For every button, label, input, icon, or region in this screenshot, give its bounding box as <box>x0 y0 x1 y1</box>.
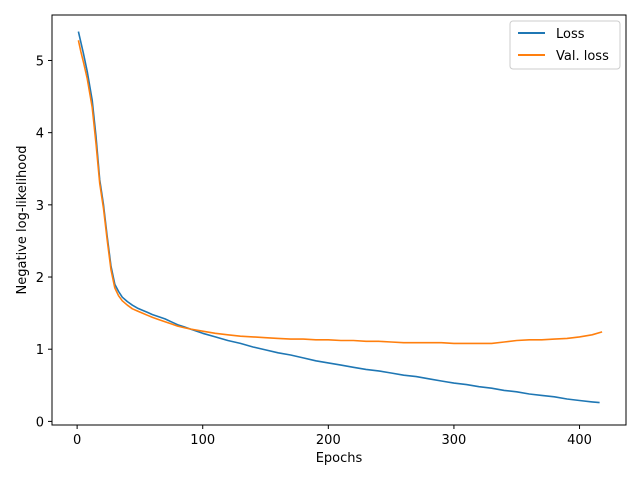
x-tick-label: 300 <box>442 433 467 448</box>
y-tick-label: 3 <box>36 199 44 214</box>
y-tick-label: 5 <box>36 54 44 69</box>
series-line-val-loss <box>77 40 603 345</box>
legend-label-loss: Loss <box>556 27 585 42</box>
x-tick-label: 100 <box>190 433 215 448</box>
y-axis: 0 1 2 3 4 5 <box>36 54 52 430</box>
y-tick-label: 2 <box>36 271 44 286</box>
series-layer <box>77 31 603 404</box>
plot-area <box>52 15 626 425</box>
y-tick-label: 4 <box>36 127 44 142</box>
y-tick-label: 1 <box>36 343 44 358</box>
legend-label-val-loss: Val. loss <box>556 49 609 64</box>
plot-frame <box>51 14 627 426</box>
x-axis: 0 100 200 300 400 <box>73 425 592 448</box>
x-tick-label: 0 <box>73 433 81 448</box>
y-axis-label: Negative log-likelihood <box>15 146 30 295</box>
legend: Loss Val. loss <box>509 20 621 70</box>
x-tick-label: 400 <box>567 433 592 448</box>
x-axis-label: Epochs <box>316 451 363 466</box>
y-tick-label: 0 <box>36 415 44 430</box>
x-tick-label: 200 <box>316 433 341 448</box>
